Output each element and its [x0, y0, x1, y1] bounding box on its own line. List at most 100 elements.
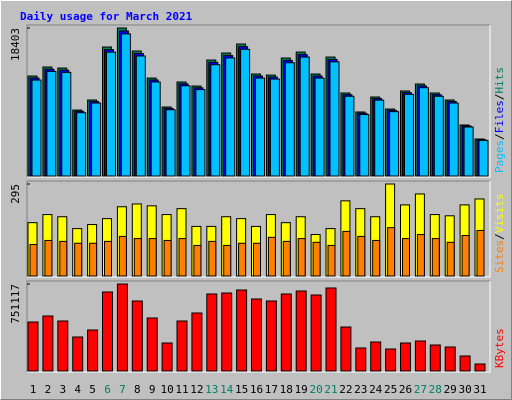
- bar: [221, 292, 233, 372]
- bar: [44, 239, 53, 277]
- bar: [191, 312, 203, 372]
- bar: [165, 109, 176, 177]
- x-tick-label: 22: [339, 383, 352, 396]
- bar: [312, 241, 321, 277]
- x-tick-label: 24: [369, 383, 383, 396]
- bar: [359, 114, 370, 177]
- bar: [414, 340, 426, 372]
- bar: [146, 317, 158, 372]
- x-tick-label: 9: [149, 383, 156, 396]
- bar: [118, 235, 127, 277]
- bar: [446, 241, 455, 277]
- x-tick-label: 27: [414, 383, 427, 396]
- bar: [74, 242, 83, 277]
- bar: [267, 236, 276, 277]
- bar: [448, 102, 459, 177]
- bar: [340, 326, 352, 372]
- x-tick-label: 31: [473, 383, 486, 396]
- x-tick-label: 13: [205, 383, 218, 396]
- x-tick-label: 5: [89, 383, 96, 396]
- x-tick-label: 14: [220, 383, 234, 396]
- bar: [387, 227, 396, 277]
- x-tick-label: 20: [309, 383, 322, 396]
- legend-separator: /: [493, 133, 506, 140]
- bar: [89, 242, 98, 277]
- legend-entry: Files: [493, 100, 506, 133]
- bar: [400, 342, 411, 372]
- legend-entry: Sites: [493, 240, 506, 273]
- x-tick-label: 3: [59, 383, 66, 396]
- bar: [161, 342, 173, 372]
- bar: [433, 95, 444, 177]
- bar: [444, 346, 456, 372]
- bar: [210, 64, 221, 177]
- bar: [416, 234, 425, 277]
- bar: [389, 111, 400, 177]
- bar: [370, 341, 382, 372]
- bar: [404, 93, 414, 177]
- bar: [299, 56, 310, 177]
- legend: KBytes: [493, 328, 506, 368]
- bar: [474, 363, 486, 372]
- bar: [429, 344, 441, 372]
- bar: [180, 85, 191, 177]
- bar: [329, 61, 340, 177]
- bar: [178, 238, 187, 277]
- bar: [357, 235, 366, 277]
- x-tick-label: 10: [160, 383, 173, 396]
- bar: [29, 244, 38, 277]
- bar: [206, 293, 218, 372]
- x-tick-label: 30: [458, 383, 471, 396]
- x-tick-label: 29: [444, 383, 457, 396]
- legend-entry: Hits: [493, 67, 506, 94]
- bar: [327, 244, 336, 277]
- bar: [478, 139, 489, 177]
- x-tick-label: 12: [190, 383, 203, 396]
- bar: [59, 240, 68, 277]
- x-tick-label: 17: [265, 383, 278, 396]
- y-tick-label: 18403: [9, 28, 22, 61]
- bar: [295, 290, 307, 372]
- bar: [372, 239, 381, 277]
- bar: [374, 99, 385, 177]
- bar: [255, 77, 265, 177]
- bar: [461, 234, 470, 277]
- bar: [27, 321, 39, 372]
- bar: [225, 57, 236, 177]
- bar: [135, 55, 146, 177]
- bar: [116, 283, 128, 372]
- bar: [236, 289, 248, 372]
- bar: [251, 298, 262, 372]
- y-tick-label: 751117: [9, 284, 22, 324]
- x-tick-label: 18: [280, 383, 293, 396]
- bar: [208, 240, 217, 277]
- x-tick-label: 21: [324, 383, 337, 396]
- bar: [355, 347, 367, 372]
- bar: [148, 238, 157, 277]
- x-tick-label: 25: [384, 383, 397, 396]
- legend: Pages/Files/Hits: [493, 67, 506, 173]
- bar: [314, 77, 325, 177]
- bar: [344, 95, 355, 177]
- x-tick-label: 16: [250, 383, 263, 396]
- bar: [325, 287, 337, 372]
- legend-entry: Visits: [493, 194, 506, 234]
- bar: [280, 293, 292, 372]
- bar: [269, 78, 280, 177]
- bar: [42, 315, 54, 372]
- bar: [150, 81, 161, 177]
- bar: [310, 294, 322, 372]
- x-tick-label: 7: [119, 383, 126, 396]
- plot-bevel: [27, 25, 491, 178]
- bar: [104, 240, 112, 277]
- bar: [91, 102, 102, 177]
- bar: [476, 229, 485, 277]
- bar: [459, 355, 471, 372]
- bar: [87, 329, 99, 372]
- bar: [402, 238, 410, 277]
- y-tick-label: 295: [9, 184, 22, 204]
- x-tick-label: 28: [429, 383, 442, 396]
- bar: [418, 87, 429, 177]
- bar: [131, 300, 143, 372]
